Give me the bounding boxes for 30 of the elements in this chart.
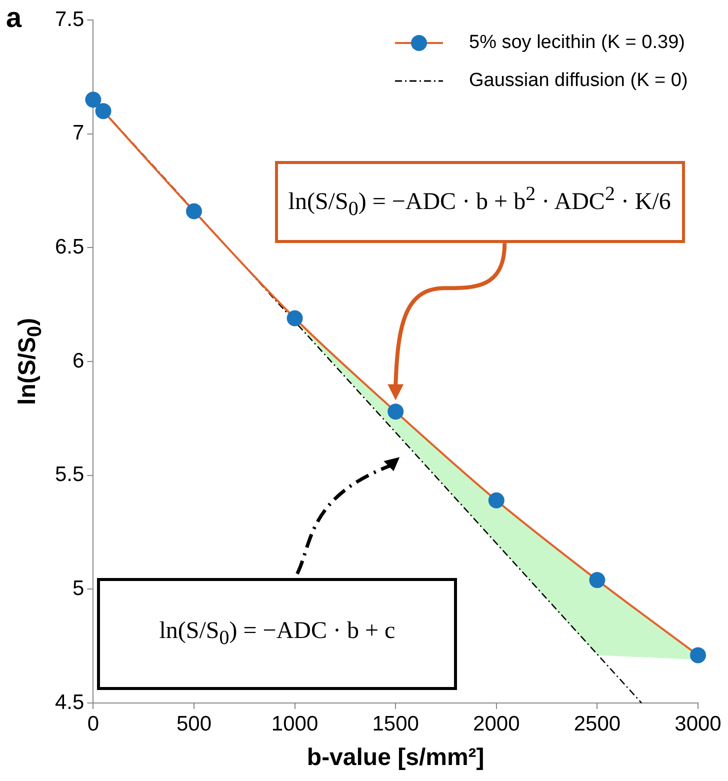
formula-frame: ln(S/S$_{0}$) = −ADC · b + b$^{2}$ · ADC$^{2}$ · K/6 xyxy=(274,161,685,244)
x-axis-title: b-value [s/mm²] xyxy=(306,744,484,772)
legend-label: 5% soy lecithin (K = 0.39) xyxy=(469,32,685,54)
y-tick-label: 4.5 xyxy=(54,690,84,714)
y-tick-label: 7.5 xyxy=(54,8,84,31)
point xyxy=(186,203,202,220)
point xyxy=(589,572,606,588)
x-tick-label: 500 xyxy=(176,712,212,736)
y-tick-label: 7 xyxy=(72,122,84,145)
x-tick-label: 1000 xyxy=(271,712,318,736)
point xyxy=(85,92,102,108)
annotation: ln(S/S$_{0}$) = −ADC · b + b$^{2}$ · ADC$^{2}$ · K/6 xyxy=(288,183,671,222)
x-tick-label: 2000 xyxy=(473,712,520,736)
point xyxy=(690,647,706,664)
x-tick-label: 0 xyxy=(87,712,100,736)
point xyxy=(286,310,303,326)
formula-frame: ln(S/S$_{0}$) = −ADC · b + c xyxy=(97,578,458,690)
y-tick-label: 6.5 xyxy=(54,235,84,258)
y-tick-label: 5.5 xyxy=(54,463,84,486)
point xyxy=(488,492,504,508)
y-tick-label: 5 xyxy=(72,576,84,600)
x-tick-label: 3000 xyxy=(674,712,722,736)
y-tick-label: 6 xyxy=(72,349,84,372)
point xyxy=(95,103,112,120)
annotation: ln(S/S$_{0}$) = −ADC · b + c xyxy=(159,618,396,650)
legend-label: Gaussian diffusion (K = 0) xyxy=(469,70,688,92)
x-tick-label: 2500 xyxy=(574,712,621,736)
point xyxy=(388,404,404,420)
x-tick-label: 1500 xyxy=(372,712,419,736)
text: a xyxy=(6,2,22,34)
